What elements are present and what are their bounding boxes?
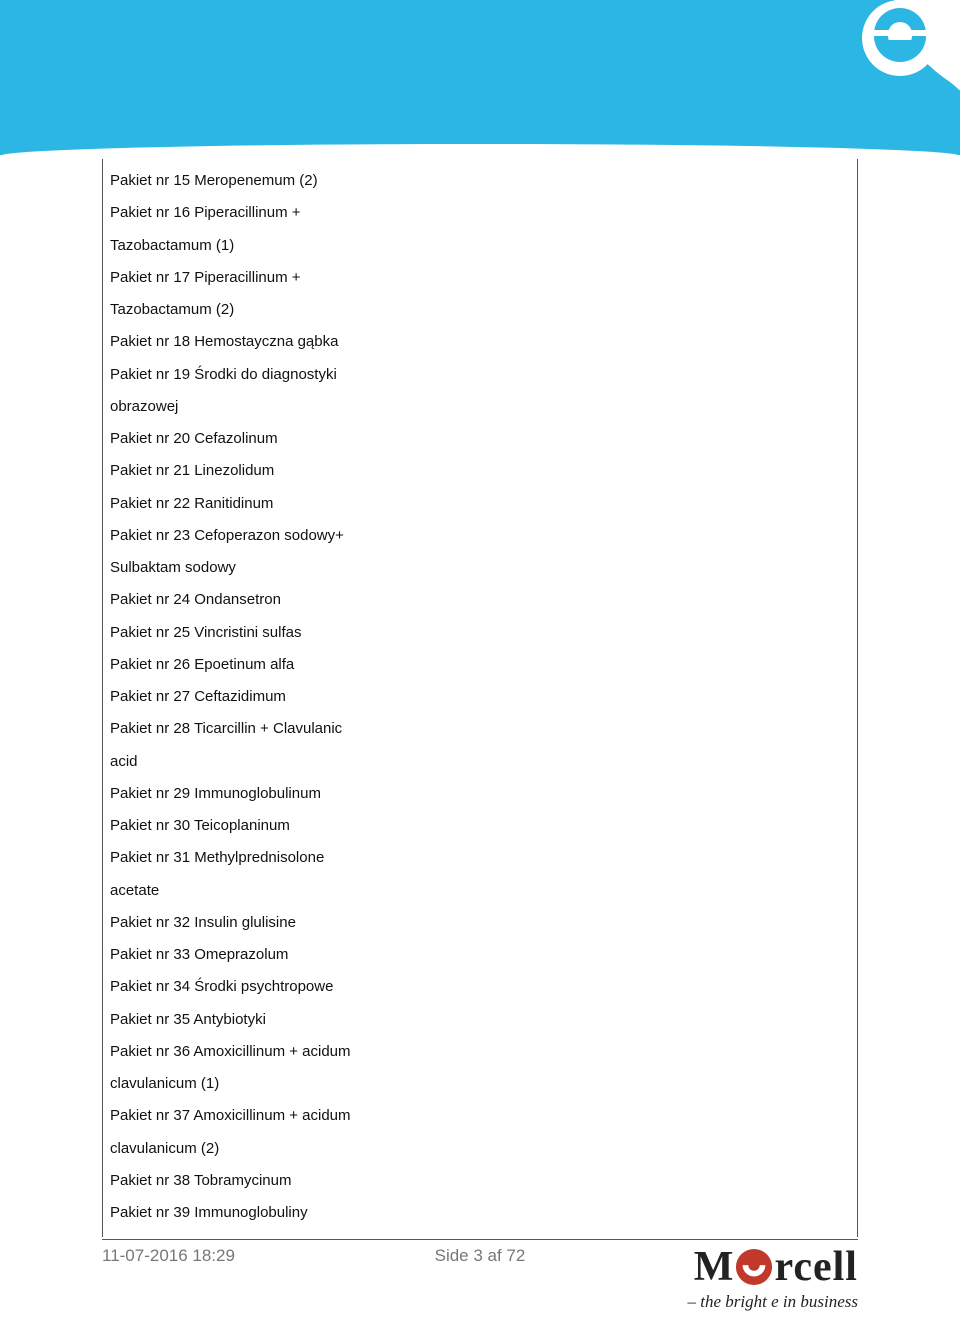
content-line: obrazowej: [103, 391, 857, 423]
content-line: Pakiet nr 38 Tobramycinum: [103, 1165, 857, 1197]
content-line: Pakiet nr 33 Omeprazolum: [103, 939, 857, 971]
mercell-tagline: – the bright e in business: [688, 1292, 858, 1312]
content-line: clavulanicum (2): [103, 1133, 857, 1165]
content-line: Pakiet nr 16 Piperacillinum +: [103, 197, 857, 229]
content-line: Pakiet nr 24 Ondansetron: [103, 584, 857, 616]
content-line: Pakiet nr 27 Ceftazidimum: [103, 681, 857, 713]
content-line: Pakiet nr 19 Środki do diagnostyki: [103, 359, 857, 391]
content-line: Sulbaktam sodowy: [103, 552, 857, 584]
header-band: [0, 0, 960, 155]
content-box: Pakiet nr 15 Meropenemum (2) Pakiet nr 1…: [102, 159, 858, 1237]
content-line: Pakiet nr 17 Piperacillinum +: [103, 262, 857, 294]
header-logo-icon: [830, 0, 960, 110]
content-line: Pakiet nr 22 Ranitidinum: [103, 488, 857, 520]
content-line: Pakiet nr 37 Amoxicillinum + acidum: [103, 1100, 857, 1132]
footer-timestamp: 11-07-2016 18:29: [102, 1246, 351, 1266]
content-line: Pakiet nr 20 Cefazolinum: [103, 423, 857, 455]
content-line: Pakiet nr 36 Amoxicillinum + acidum: [103, 1036, 857, 1068]
content-line: Pakiet nr 30 Teicoplaninum: [103, 810, 857, 842]
mercell-m: M: [694, 1246, 735, 1288]
content-line: Tazobactamum (2): [103, 294, 857, 326]
mercell-rcell: rcell: [774, 1246, 858, 1288]
content-line: Pakiet nr 29 Immunoglobulinum: [103, 778, 857, 810]
content-line: Pakiet nr 15 Meropenemum (2): [103, 165, 857, 197]
mercell-wordmark: M rcell: [688, 1246, 858, 1288]
page-footer: 11-07-2016 18:29 Side 3 af 72 M rcell – …: [102, 1240, 858, 1312]
content-line: Pakiet nr 32 Insulin glulisine: [103, 907, 857, 939]
footer-brand: M rcell – the bright e in business: [609, 1246, 858, 1312]
content-line: Pakiet nr 28 Ticarcillin + Clavulanic: [103, 713, 857, 745]
page-body: Pakiet nr 15 Meropenemum (2) Pakiet nr 1…: [102, 155, 858, 1312]
content-line: Pakiet nr 34 Środki psychtropowe: [103, 971, 857, 1003]
content-line: Pakiet nr 18 Hemostayczna gąbka: [103, 326, 857, 358]
content-line: Pakiet nr 35 Antybiotyki: [103, 1004, 857, 1036]
content-line: Pakiet nr 26 Epoetinum alfa: [103, 649, 857, 681]
content-line: clavulanicum (1): [103, 1068, 857, 1100]
content-line: Pakiet nr 25 Vincristini sulfas: [103, 617, 857, 649]
content-line: acid: [103, 746, 857, 778]
content-line: Tazobactamum (1): [103, 230, 857, 262]
content-line: Pakiet nr 21 Linezolidum: [103, 455, 857, 487]
content-line: Pakiet nr 31 Methylprednisolone: [103, 842, 857, 874]
mercell-logo: M rcell – the bright e in business: [688, 1246, 858, 1312]
content-line: Pakiet nr 39 Immunoglobuliny: [103, 1197, 857, 1229]
content-line: acetate: [103, 875, 857, 907]
content-line: Pakiet nr 23 Cefoperazon sodowy+: [103, 520, 857, 552]
mercell-e-icon: [735, 1248, 773, 1286]
footer-page-indicator: Side 3 af 72: [351, 1246, 608, 1266]
